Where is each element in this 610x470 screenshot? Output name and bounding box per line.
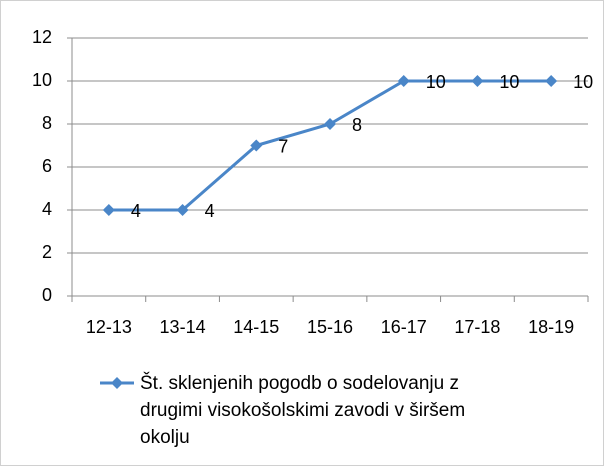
x-tick-label: 15-16 (307, 317, 353, 337)
legend-marker (111, 377, 123, 389)
x-tick-label: 12-13 (86, 317, 132, 337)
y-tick-label: 0 (42, 285, 52, 305)
marker (176, 204, 189, 216)
x-tick-label: 17-18 (454, 317, 500, 337)
y-tick-label: 2 (42, 242, 52, 262)
x-tick-label: 18-19 (528, 317, 574, 337)
y-tick-label: 6 (42, 156, 52, 176)
data-label: 10 (573, 72, 593, 92)
y-tick-label: 4 (42, 199, 52, 219)
y-tick-label: 12 (32, 27, 52, 47)
data-label: 10 (426, 72, 446, 92)
marker (324, 118, 336, 130)
data-label: 4 (131, 201, 141, 221)
marker (397, 75, 410, 87)
marker (545, 75, 558, 87)
marker (250, 139, 263, 152)
marker (102, 204, 115, 216)
x-tick-label: 14-15 (233, 317, 279, 337)
legend-label: Št. sklenjenih pogodb o sodelovanju z dr… (140, 373, 466, 448)
data-label: 7 (278, 136, 288, 156)
y-tick-label: 10 (32, 70, 52, 90)
data-label: 8 (352, 115, 362, 135)
x-tick-label: 16-17 (381, 317, 427, 337)
x-tick-label: 13-14 (160, 317, 206, 337)
y-tick-label: 8 (42, 113, 52, 133)
data-label: 4 (205, 201, 215, 221)
data-label: 10 (499, 72, 519, 92)
marker (471, 75, 484, 87)
